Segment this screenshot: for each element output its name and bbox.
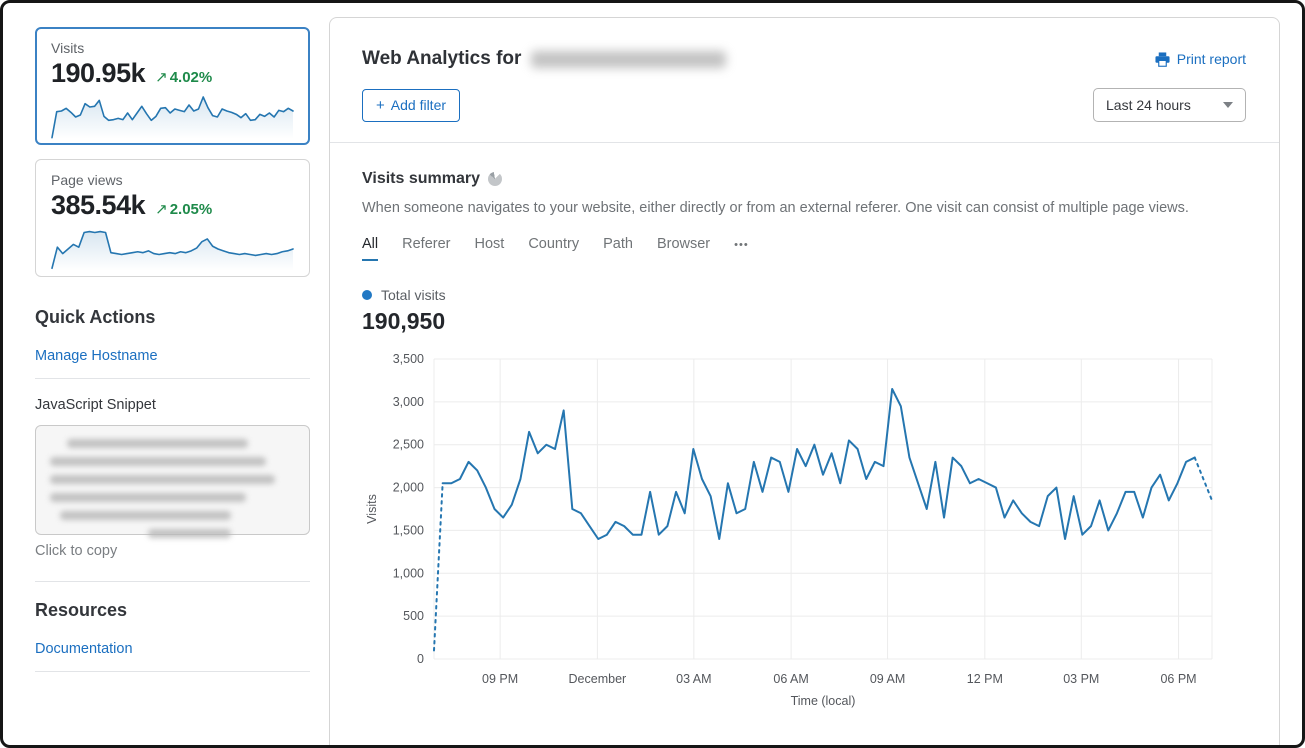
manage-hostname-link[interactable]: Manage Hostname xyxy=(35,348,158,364)
redacted-code-line xyxy=(59,511,232,520)
visits-sparkline-chart xyxy=(51,96,294,139)
pageviews-metric-card[interactable]: Page views 385.54k ↗ 2.05% xyxy=(35,159,310,277)
svg-text:03 AM: 03 AM xyxy=(676,672,711,686)
pie-chart-icon xyxy=(488,172,502,186)
svg-text:1,500: 1,500 xyxy=(393,523,424,537)
js-snippet-label: JavaScript Snippet xyxy=(35,397,156,413)
svg-text:03 PM: 03 PM xyxy=(1063,672,1099,686)
resources-heading: Resources xyxy=(35,600,128,620)
visits-summary-section: Visits summary When someone navigates to… xyxy=(330,143,1279,713)
visits-summary-description: When someone navigates to your website, … xyxy=(362,200,1189,216)
time-range-select[interactable]: Last 24 hours xyxy=(1093,88,1246,122)
tab-referer[interactable]: Referer xyxy=(402,236,451,252)
tab-host[interactable]: Host xyxy=(474,236,505,252)
tabs-more-button[interactable]: ••• xyxy=(734,239,749,251)
plus-icon: + xyxy=(376,96,385,114)
svg-text:3,500: 3,500 xyxy=(393,352,424,366)
pageviews-card-delta: ↗ 2.05% xyxy=(155,200,212,218)
print-report-label: Print report xyxy=(1176,51,1246,67)
svg-text:06 AM: 06 AM xyxy=(773,672,808,686)
svg-text:0: 0 xyxy=(417,652,424,666)
svg-text:09 AM: 09 AM xyxy=(870,672,905,686)
visits-chart-container: 0 500 1,000 1,500 2,000 2,500 3,000 3,500 09 PM D… xyxy=(362,349,1247,713)
trend-up-icon: ↗ xyxy=(155,69,168,86)
svg-text:1,000: 1,000 xyxy=(393,566,424,580)
quick-actions-heading: Quick Actions xyxy=(35,307,156,327)
tab-browser[interactable]: Browser xyxy=(656,236,711,252)
visits-card-value-row: 190.95k ↗ 4.02% xyxy=(51,58,294,89)
visits-metric-card[interactable]: Visits 190.95k ↗ 4.02% xyxy=(35,27,310,145)
visits-card-value: 190.95k xyxy=(51,58,146,88)
divider xyxy=(35,581,310,582)
svg-text:December: December xyxy=(569,672,627,686)
tab-all[interactable]: All xyxy=(362,236,379,261)
main-panel: Web Analytics for Print report + Add filt… xyxy=(329,17,1280,745)
svg-text:3,000: 3,000 xyxy=(393,395,424,409)
total-visits-value: 190,950 xyxy=(362,308,446,334)
page-title-text: Web Analytics for xyxy=(362,48,522,69)
redacted-code-line xyxy=(67,439,249,448)
sidebar: Visits 190.95k ↗ 4.02% Page views 385.54k… xyxy=(3,3,329,745)
visits-card-delta: ↗ 4.02% xyxy=(155,68,212,86)
documentation-link[interactable]: Documentation xyxy=(35,641,133,657)
chart-legend: Total visits xyxy=(362,287,1247,303)
redacted-code-line xyxy=(50,475,276,484)
chevron-down-icon xyxy=(1223,102,1233,108)
click-to-copy-hint: Click to copy xyxy=(35,543,118,559)
pageviews-card-delta-value: 2.05% xyxy=(169,201,213,218)
add-filter-button[interactable]: + Add filter xyxy=(362,88,461,122)
analytics-header: Web Analytics for Print report + Add filt… xyxy=(330,18,1279,143)
visits-card-label: Visits xyxy=(51,40,85,56)
legend-label: Total visits xyxy=(381,287,446,303)
svg-text:500: 500 xyxy=(403,609,424,623)
visits-summary-title: Visits summary xyxy=(362,170,480,187)
redacted-code-line xyxy=(50,457,266,466)
redacted-domain xyxy=(531,50,727,68)
time-range-value: Last 24 hours xyxy=(1106,97,1191,113)
summary-tabs: All Referer Host Country Path Browser ••… xyxy=(362,236,1247,261)
pageviews-sparkline-chart xyxy=(51,230,294,271)
print-report-button[interactable]: Print report xyxy=(1155,51,1246,67)
visits-card-delta-value: 4.02% xyxy=(169,69,213,86)
printer-icon xyxy=(1155,51,1170,67)
pageviews-card-label: Page views xyxy=(51,172,123,188)
legend-dot-icon xyxy=(362,290,372,300)
divider xyxy=(35,378,310,379)
svg-text:12 PM: 12 PM xyxy=(967,672,1003,686)
redacted-code-line xyxy=(50,493,246,502)
svg-text:06 PM: 06 PM xyxy=(1160,672,1196,686)
svg-text:Time (local): Time (local) xyxy=(791,694,856,708)
trend-up-icon: ↗ xyxy=(155,201,168,218)
redacted-code-line xyxy=(148,529,232,538)
svg-text:2,000: 2,000 xyxy=(393,481,424,495)
page-title: Web Analytics for xyxy=(362,48,727,70)
pageviews-card-value-row: 385.54k ↗ 2.05% xyxy=(51,190,294,221)
tab-path[interactable]: Path xyxy=(603,236,633,252)
svg-text:09 PM: 09 PM xyxy=(482,672,518,686)
pageviews-card-value: 385.54k xyxy=(51,190,146,220)
tab-country[interactable]: Country xyxy=(528,236,580,252)
visits-timeseries-chart[interactable]: 0 500 1,000 1,500 2,000 2,500 3,000 3,500 09 PM D… xyxy=(362,349,1247,713)
divider xyxy=(35,671,310,672)
add-filter-label: Add filter xyxy=(390,96,447,113)
svg-text:2,500: 2,500 xyxy=(393,438,424,452)
js-snippet-code-box[interactable] xyxy=(35,425,310,538)
svg-text:Visits: Visits xyxy=(365,494,379,524)
